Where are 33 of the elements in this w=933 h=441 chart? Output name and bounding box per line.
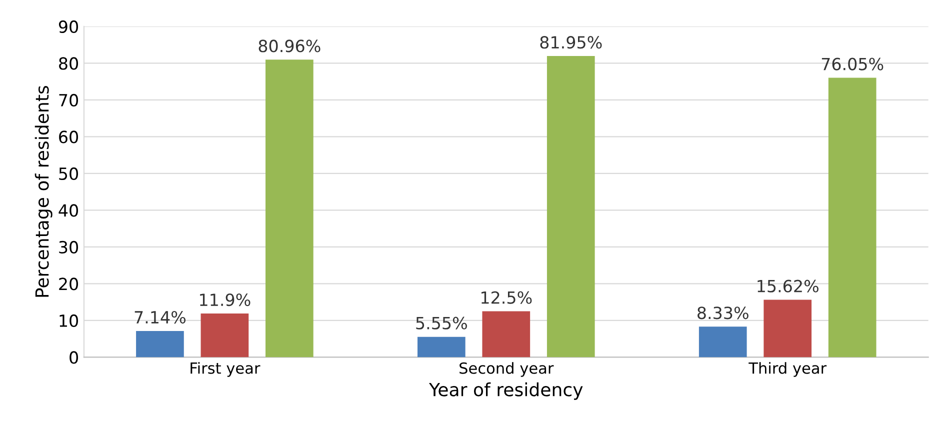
bar [482, 311, 530, 358]
y-tick-label: 80 [59, 57, 78, 70]
data-label: 8.33% [698, 306, 748, 320]
y-tick-label: 0 [70, 351, 78, 364]
y-tick-label: 50 [59, 167, 78, 180]
data-label: 80.96% [258, 40, 320, 52]
x-tick-label: Third year [748, 362, 827, 377]
x-tick-label: First year [190, 362, 260, 377]
x-axis-title: Year of residency [428, 382, 583, 400]
data-label: 76.05% [822, 58, 884, 70]
y-tick-label: 10 [60, 314, 78, 328]
bar [417, 336, 466, 358]
bar [764, 300, 812, 358]
bar [546, 56, 595, 358]
data-label: 7.14% [134, 310, 186, 324]
y-axis-title: Percentage of residents [34, 86, 52, 297]
bar [136, 330, 184, 358]
bar [266, 60, 314, 358]
y-tick-label: 20 [59, 278, 78, 290]
bar [828, 78, 876, 358]
data-label: 12.5% [482, 291, 532, 304]
data-label: 15.62% [758, 280, 818, 292]
x-tick-label: Second year [460, 362, 554, 377]
data-label: 81.95% [540, 36, 602, 49]
data-label: 11.9% [200, 293, 250, 306]
y-tick-label: 40 [58, 204, 78, 217]
y-tick-label: 90 [58, 20, 78, 34]
y-tick-label: 70 [59, 94, 78, 107]
y-tick-label: 30 [59, 240, 78, 254]
bar [200, 313, 249, 358]
y-tick-label: 60 [59, 130, 78, 144]
data-label: 5.55% [416, 316, 467, 330]
bar [698, 326, 747, 358]
